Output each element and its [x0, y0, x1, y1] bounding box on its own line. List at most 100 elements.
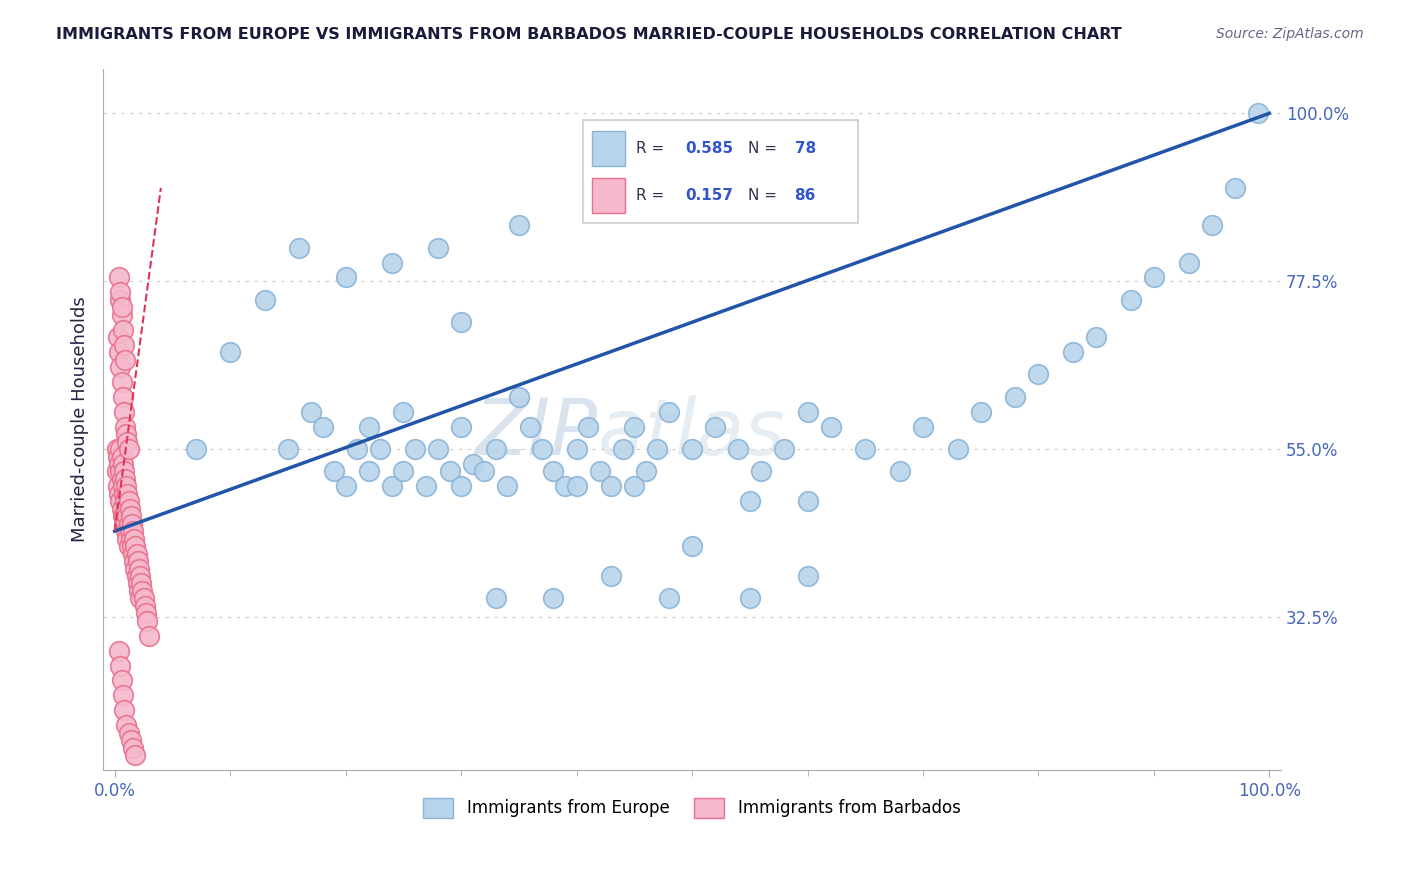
- Point: [299, 405, 322, 419]
- Point: [889, 465, 911, 479]
- Point: [634, 465, 657, 479]
- Point: [647, 442, 669, 456]
- Point: [118, 501, 141, 516]
- Point: [357, 465, 380, 479]
- Point: [184, 442, 207, 456]
- Point: [381, 255, 404, 269]
- Point: [368, 442, 391, 456]
- Text: ZIP: ZIP: [475, 395, 598, 471]
- Point: [450, 419, 472, 434]
- Point: [117, 532, 139, 546]
- Text: R =: R =: [636, 188, 664, 202]
- Point: [288, 241, 311, 255]
- Point: [131, 583, 153, 598]
- Point: [404, 442, 426, 456]
- Point: [681, 442, 703, 456]
- Point: [110, 658, 132, 673]
- Text: 78: 78: [794, 141, 815, 155]
- Point: [124, 561, 146, 575]
- Point: [311, 419, 333, 434]
- Point: [110, 501, 132, 516]
- Point: [346, 442, 368, 456]
- Text: 0.157: 0.157: [685, 188, 733, 202]
- Point: [1004, 390, 1026, 404]
- Point: [1143, 270, 1166, 285]
- Point: [508, 219, 530, 233]
- Point: [115, 718, 138, 732]
- Point: [112, 487, 135, 501]
- Point: [461, 457, 484, 471]
- Point: [738, 494, 761, 508]
- Point: [946, 442, 969, 456]
- Point: [135, 607, 157, 621]
- Point: [508, 390, 530, 404]
- Point: [111, 509, 134, 524]
- Point: [392, 465, 415, 479]
- Point: [117, 725, 139, 739]
- Point: [118, 524, 141, 539]
- Point: [128, 561, 150, 575]
- Y-axis label: Married-couple Households: Married-couple Households: [72, 296, 89, 542]
- Point: [110, 375, 132, 389]
- Point: [970, 405, 993, 419]
- Point: [381, 479, 404, 493]
- Point: [121, 539, 143, 553]
- Text: atlas: atlas: [598, 395, 786, 471]
- Point: [1223, 181, 1246, 195]
- Point: [110, 442, 132, 456]
- Point: [323, 465, 346, 479]
- Point: [658, 591, 681, 606]
- Point: [738, 591, 761, 606]
- Point: [115, 524, 138, 539]
- Point: [1119, 293, 1142, 307]
- Point: [565, 442, 588, 456]
- Point: [1028, 368, 1050, 382]
- Point: [749, 465, 772, 479]
- Point: [796, 569, 818, 583]
- Point: [485, 442, 508, 456]
- Point: [129, 569, 152, 583]
- Point: [117, 494, 139, 508]
- Point: [111, 689, 134, 703]
- Point: [658, 405, 681, 419]
- Point: [853, 442, 876, 456]
- Point: [114, 516, 136, 531]
- Point: [335, 479, 357, 493]
- Point: [108, 345, 131, 359]
- Point: [107, 479, 129, 493]
- Point: [543, 465, 565, 479]
- Point: [519, 419, 541, 434]
- Point: [623, 419, 645, 434]
- Point: [115, 427, 138, 442]
- Point: [117, 442, 139, 456]
- Point: [112, 703, 135, 717]
- Point: [110, 308, 132, 322]
- Point: [120, 509, 142, 524]
- Point: [427, 442, 450, 456]
- Point: [820, 419, 842, 434]
- Point: [114, 472, 136, 486]
- Point: [122, 740, 145, 755]
- FancyBboxPatch shape: [583, 120, 858, 223]
- Point: [134, 599, 156, 613]
- Point: [125, 569, 148, 583]
- Point: [115, 501, 138, 516]
- Point: [117, 509, 139, 524]
- Point: [105, 465, 128, 479]
- Point: [122, 547, 145, 561]
- Point: [138, 629, 160, 643]
- Point: [127, 554, 149, 568]
- Point: [108, 487, 131, 501]
- Point: [543, 591, 565, 606]
- Point: [1177, 255, 1199, 269]
- Point: [136, 614, 159, 628]
- Point: [127, 576, 149, 591]
- Point: [554, 479, 576, 493]
- Point: [485, 591, 508, 606]
- Point: [108, 643, 131, 657]
- Point: [110, 293, 132, 307]
- Point: [277, 442, 299, 456]
- Point: [112, 465, 135, 479]
- Point: [796, 494, 818, 508]
- Point: [111, 390, 134, 404]
